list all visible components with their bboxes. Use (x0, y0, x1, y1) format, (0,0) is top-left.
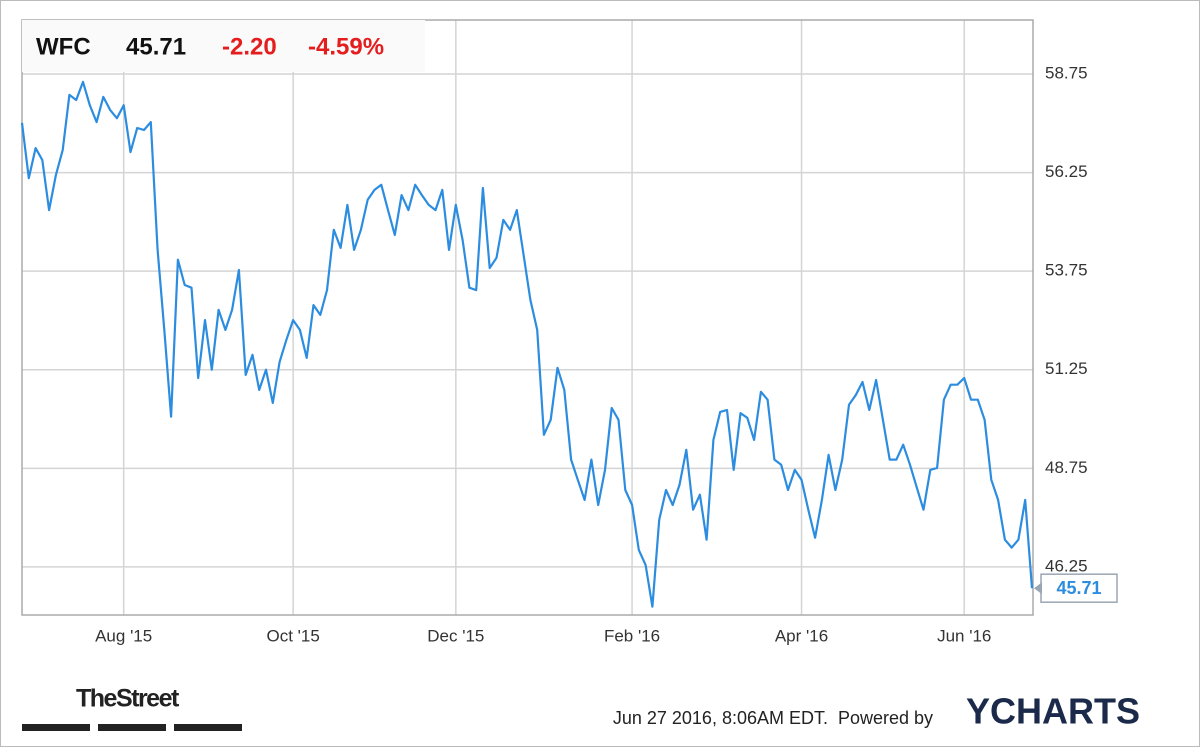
last-value-label: 45.71 (1056, 578, 1101, 598)
change: -2.20 (222, 33, 277, 60)
y-tick-label: 56.25 (1045, 162, 1088, 181)
plot-background (22, 20, 1033, 615)
y-tick-label: 46.25 (1045, 556, 1088, 575)
timestamp: Jun 27 2016, 8:06AM EDT. (613, 708, 828, 728)
logo-bar (98, 724, 166, 731)
change-percent: -4.59% (308, 33, 384, 60)
x-tick-label: Jun '16 (937, 626, 991, 645)
y-tick-label: 58.75 (1045, 64, 1088, 83)
brand-logo: YCHARTS (966, 691, 1140, 732)
logo-bar (22, 724, 90, 731)
price-line (20, 80, 1034, 608)
y-tick-label: 51.25 (1045, 359, 1088, 378)
x-tick-label: Oct '15 (266, 626, 319, 645)
publisher-logo: TheStreet (76, 685, 180, 713)
powered-by: Powered by (838, 708, 933, 728)
y-tick-label: 48.75 (1045, 458, 1088, 477)
x-tick-label: Apr '16 (775, 626, 828, 645)
x-tick-label: Feb '16 (604, 626, 660, 645)
header-box (22, 20, 425, 72)
logo-bar (174, 724, 242, 731)
plot-area: 46.25 48.75 51.25 53.75 56.25 58.75 Aug '15 Oct… (20, 19, 1118, 645)
y-tick-label: 53.75 (1045, 261, 1088, 280)
ticker: WFC (36, 33, 91, 60)
x-tick-label: Aug '15 (95, 626, 152, 645)
x-tick-label: Dec '15 (427, 626, 484, 645)
plot-border (21, 19, 1034, 616)
last-value-pointer (1034, 582, 1042, 595)
price: 45.71 (126, 33, 186, 60)
